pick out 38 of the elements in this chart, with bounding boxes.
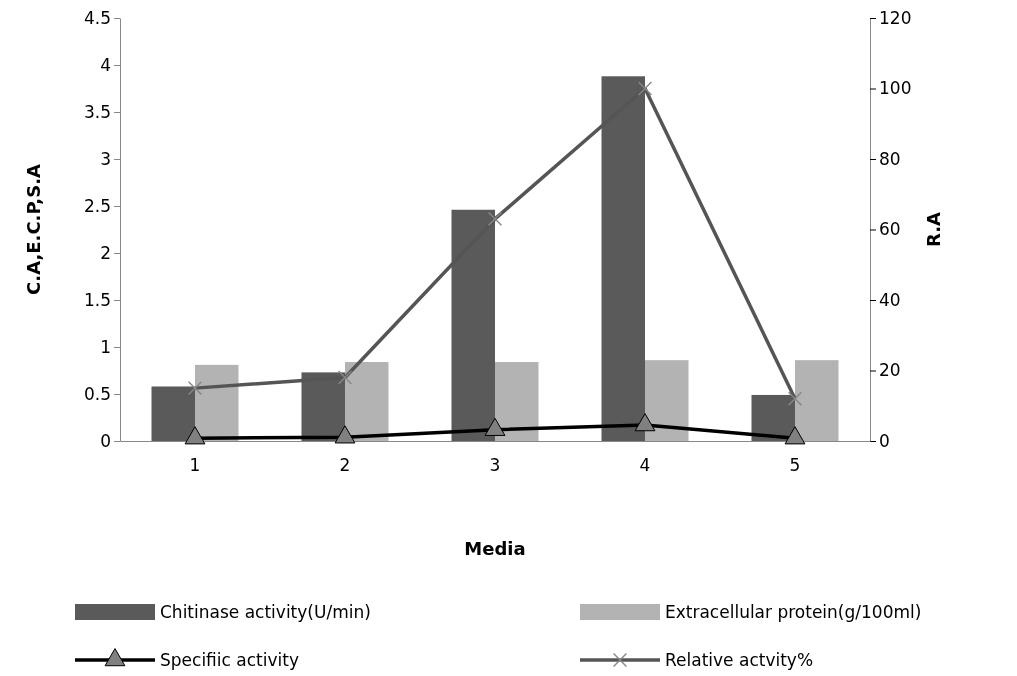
point (184, 426, 206, 445)
y-tick-label: 3.5 (83, 101, 111, 122)
x-tick-label: 1 (189, 455, 201, 476)
y2-axis-title: R.A (923, 211, 944, 247)
bar (345, 362, 389, 441)
y-tick-label: 4.5 (83, 7, 111, 28)
bar (495, 362, 539, 441)
y2-tick-label: 60 (879, 219, 901, 240)
y-tick-label: 4 (100, 54, 111, 75)
bar (645, 360, 689, 441)
x-axis-title: Media (464, 538, 526, 559)
y-tick-label: 2 (100, 242, 111, 263)
y-tick-label: 0 (100, 430, 111, 451)
point (784, 426, 806, 445)
y2-tick-label: 120 (879, 7, 912, 28)
y2-tick-label: 40 (879, 289, 901, 310)
x-tick-label: 5 (789, 455, 801, 476)
y-tick-label: 1 (100, 336, 111, 357)
y-axis-title: C.A,E.C.P,S.A (23, 164, 44, 295)
y-tick-label: 3 (100, 148, 111, 169)
x-tick-label: 4 (639, 455, 651, 476)
point (634, 413, 656, 432)
point (484, 417, 506, 436)
point (334, 425, 356, 444)
y2-tick-label: 100 (879, 78, 912, 99)
y-tick-label: 1.5 (83, 289, 111, 310)
legend-label: Relative actvity% (665, 650, 814, 670)
bar (795, 360, 839, 441)
y2-tick-label: 20 (879, 360, 901, 381)
y2-tick-label: 80 (879, 148, 901, 169)
y-tick-label: 0.5 (83, 383, 111, 404)
y2-tick-label: 0 (879, 430, 890, 451)
x-tick-label: 3 (489, 455, 501, 476)
legend-label: Chitinase activity(U/min) (160, 602, 371, 622)
legend-label: Extracellular protein(g/100ml) (665, 602, 922, 622)
y-tick-label: 2.5 (83, 195, 111, 216)
x-tick-label: 2 (339, 455, 351, 476)
legend-label: Specifiic activity (160, 650, 299, 670)
